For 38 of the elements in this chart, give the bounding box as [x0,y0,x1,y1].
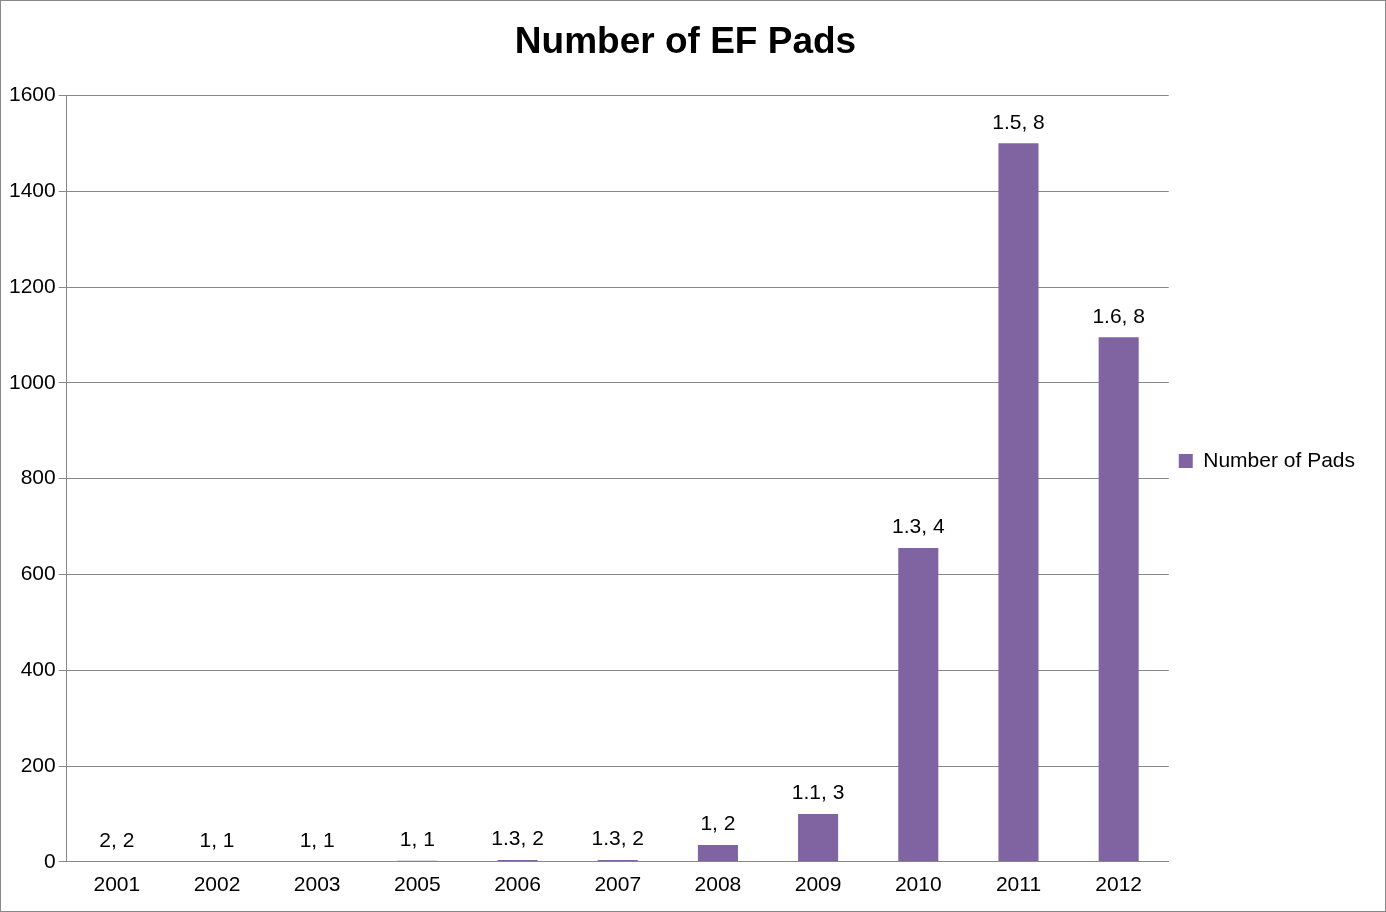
annotation: 1, 2 [700,811,736,835]
y-tick-label: 1200 [9,273,56,297]
chart-title: Number of EF Pads [514,20,857,62]
annotation: 2, 2 [99,827,135,851]
annotation: 1.3, 4 [892,514,945,538]
x-tick-label: 2011 [995,872,1042,896]
annotation: 1.6, 8 [1092,303,1145,327]
bar [998,143,1039,862]
bar [1098,337,1139,862]
x-tick-label: 2003 [293,872,341,896]
legend-label: Number of Pads [1203,447,1356,471]
y-tick-label: 600 [20,561,56,585]
x-tick-label: 2006 [494,872,541,896]
x-tick-label: 2007 [594,872,642,896]
x-tick-label: 2009 [794,872,842,896]
y-tick-label: 0 [44,848,56,872]
annotation: 1, 1 [299,827,335,851]
x-tick-label: 2012 [1095,872,1143,896]
x-tick-label: 2008 [694,872,742,896]
y-tick-label: 800 [20,465,56,489]
y-tick-label: 200 [20,752,56,776]
annotation: 1.1, 3 [791,780,845,804]
y-tick-label: 1000 [9,369,56,393]
annotation: 1.3, 2 [591,826,645,850]
y-tick-label: 1600 [9,82,56,106]
bar [798,813,839,862]
x-tick-label: 2010 [894,872,942,896]
bar [697,845,738,862]
y-tick-label: 1400 [9,178,56,201]
annotation: 1, 1 [399,827,435,851]
bar [898,548,939,862]
x-tick-label: 2005 [394,872,441,896]
y-tick-label: 400 [20,657,56,680]
x-tick-label: 2001 [93,872,141,896]
annotation: 1.3, 2 [491,826,544,850]
annotation: 1.5, 8 [992,109,1045,133]
annotation: 1, 1 [199,827,235,851]
x-tick-label: 2002 [193,872,241,896]
